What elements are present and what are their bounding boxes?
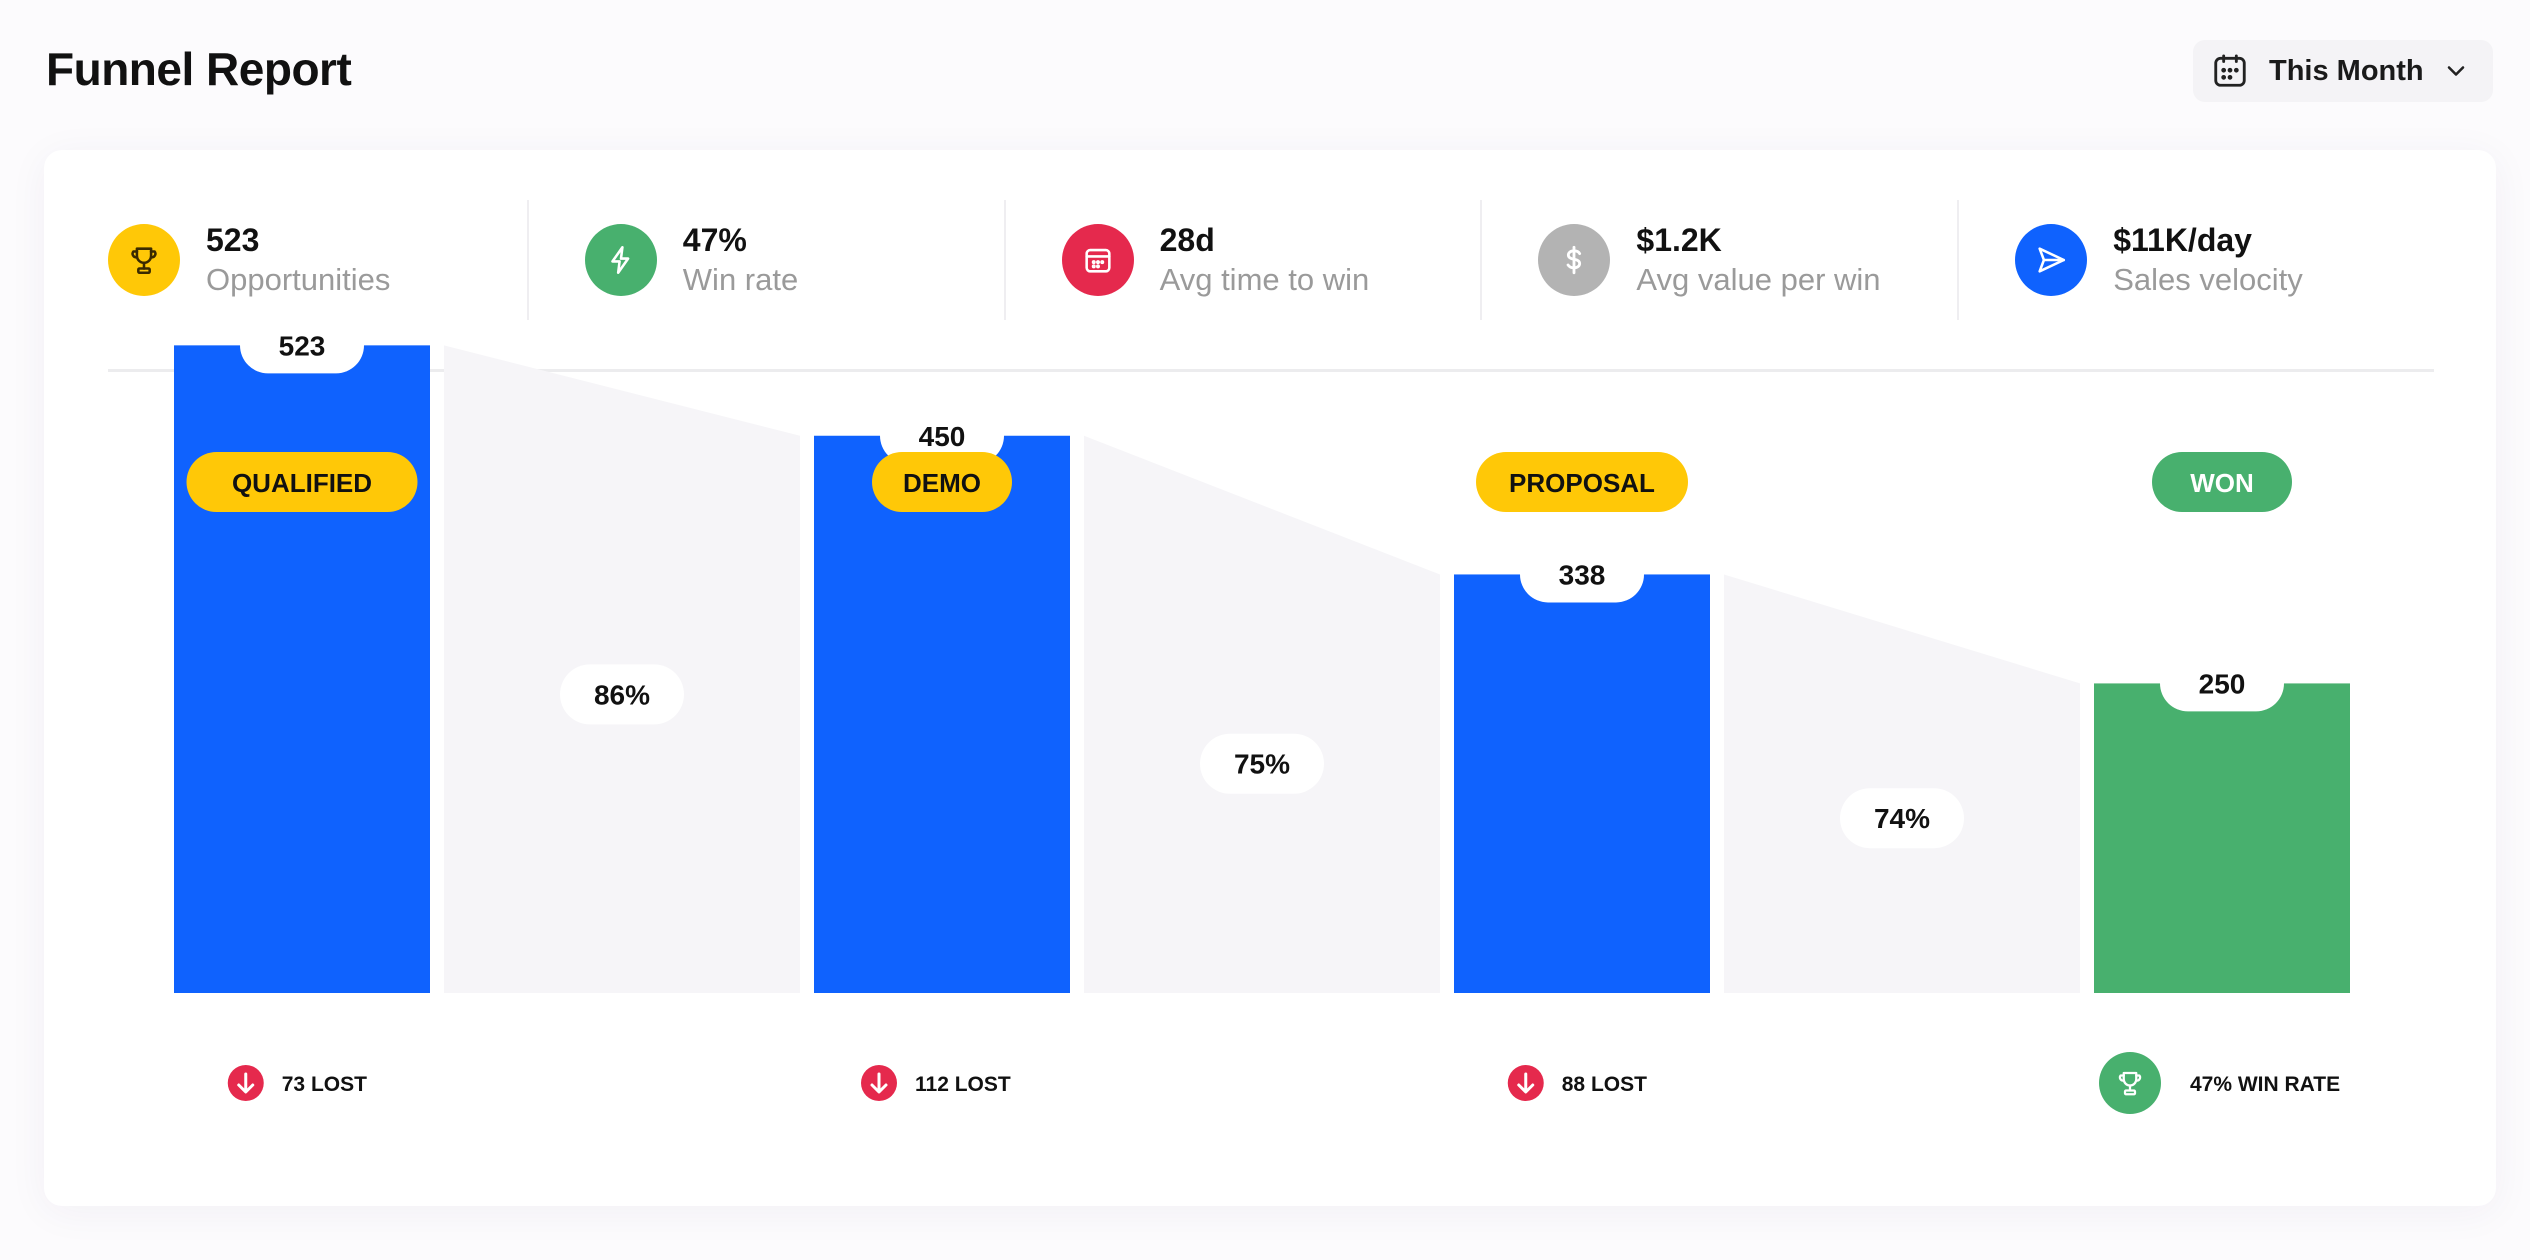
lost-count-label: 73 LOST (282, 1073, 367, 1096)
stat-avg-time-to-win: 28d Avg time to win (1003, 200, 1481, 320)
value-pill (1520, 546, 1644, 603)
stat-value: 47% (682, 222, 747, 258)
trophy-icon (2099, 1052, 2161, 1114)
conversion-pill (1200, 733, 1324, 794)
bar-value-label: 450 (919, 421, 966, 452)
funnel-connector (1084, 435, 1440, 993)
stage-label: PROPOSAL (1509, 468, 1655, 498)
stat-label: Avg value per win (1636, 262, 1881, 297)
funnel-bar (174, 345, 430, 993)
bar-value-label: 250 (2199, 668, 2246, 699)
calendar-icon (1061, 224, 1134, 296)
conversion-rate-label: 74% (1874, 803, 1930, 834)
stat-opportunities: 523 Opportunities (108, 200, 527, 320)
send-icon (2015, 224, 2088, 296)
trophy-glyph (2118, 1071, 2142, 1096)
stat-sales-velocity: $11K/day Sales velocity (1957, 200, 2434, 320)
funnel-bar (2094, 683, 2350, 993)
date-range-label: This Month (2269, 54, 2424, 87)
win-rate-label: 47% WIN RATE (2190, 1073, 2340, 1096)
stage-label: QUALIFIED (232, 468, 372, 498)
stat-value: 523 (206, 222, 260, 258)
funnel-bar (814, 435, 1070, 993)
conversion-rate-label: 86% (594, 679, 650, 710)
funnel-connector (1724, 574, 2080, 993)
bar-value-label: 338 (1559, 559, 1606, 590)
stat-avg-value-per-win: $1.2K Avg value per win (1480, 200, 1957, 320)
stat-value: $11K/day (2113, 222, 2252, 258)
lightning-icon (584, 224, 657, 296)
bar-value-label: 523 (279, 330, 326, 361)
value-pill (880, 407, 1004, 464)
stat-label: Win rate (682, 262, 799, 297)
stat-label: Avg time to win (1159, 262, 1370, 297)
date-range-dropdown[interactable]: This Month (2193, 40, 2493, 102)
stat-label: Opportunities (206, 262, 391, 297)
stat-win-rate: 47% Win rate (526, 200, 1004, 320)
conversion-pill (560, 664, 684, 725)
stage-pill (1476, 452, 1688, 512)
arrow-down-glyph (1517, 1072, 1535, 1094)
chevron-down-icon (2447, 66, 2464, 76)
stage-label: WON (2190, 468, 2254, 498)
calendar-icon (2214, 54, 2246, 87)
stage-label: DEMO (903, 468, 981, 498)
conversion-pill (1840, 788, 1964, 849)
stats-row: 523 Opportunities 47% Win rate (108, 200, 2434, 320)
value-pill (240, 317, 364, 374)
stat-value: 28d (1159, 222, 1215, 258)
trophy-icon (108, 224, 180, 296)
stats-divider (108, 369, 2434, 372)
arrow-down-glyph (870, 1072, 888, 1094)
conversion-rate-label: 75% (1234, 749, 1290, 780)
value-pill (2160, 655, 2284, 712)
page-title: Funnel Report (46, 43, 352, 95)
stage-pill (2152, 452, 2292, 512)
stage-pill (186, 452, 418, 512)
funnel-bar (1454, 574, 1710, 993)
stat-value: $1.2K (1636, 222, 1722, 258)
lost-count-label: 88 LOST (1562, 1073, 1647, 1096)
dollar-icon (1538, 224, 1611, 296)
stage-pill (872, 452, 1012, 512)
lost-count-label: 112 LOST (915, 1073, 1011, 1096)
stat-label: Sales velocity (2113, 262, 2303, 297)
arrow-down-glyph (237, 1072, 255, 1094)
